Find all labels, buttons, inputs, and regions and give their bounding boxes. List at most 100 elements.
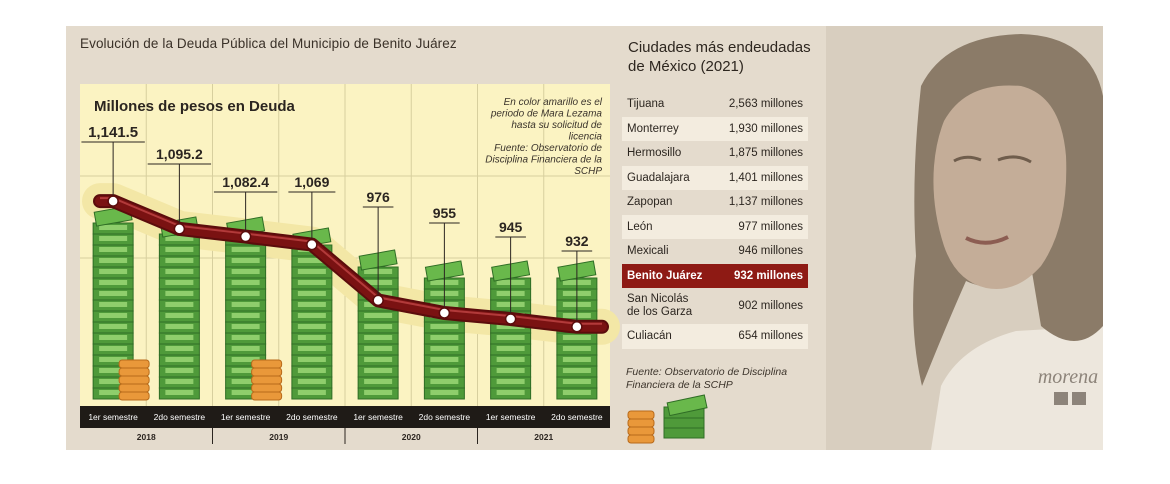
ranking-value: 902 millones: [738, 299, 803, 312]
money-bill-icon: [430, 390, 459, 395]
money-bill-icon: [231, 346, 260, 351]
money-bill-icon: [297, 390, 326, 395]
x-tick-label: 1er semestre: [353, 412, 403, 422]
ranking-row: San Nicolás de los Garza 902 millones: [622, 288, 808, 324]
ranking-value: 2,563 millones: [728, 98, 803, 111]
ranking-value: 1,137 millones: [728, 196, 803, 209]
series-point: [107, 195, 119, 207]
money-bill-icon: [165, 390, 194, 395]
ranking-city: Benito Juárez: [622, 263, 716, 288]
money-bill-icon: [99, 291, 128, 296]
money-bill-icon: [231, 302, 260, 307]
coin-stack-icon: [251, 359, 283, 369]
money-bill-icon: [165, 357, 194, 362]
money-bill-icon: [364, 335, 393, 340]
data-label: 945: [499, 219, 523, 235]
money-bill-icon: [231, 313, 260, 318]
money-bill-icon: [297, 346, 326, 351]
money-bill-icon: [99, 236, 128, 241]
series-line-shine: [100, 197, 602, 325]
money-bill-icon: [496, 335, 525, 340]
money-bill-icon: [562, 335, 591, 340]
series-point: [239, 230, 252, 243]
money-bill-icon: [297, 313, 326, 318]
money-bill-icon: [496, 390, 525, 395]
money-bill-icon: [231, 280, 260, 285]
money-bill-icon: [99, 225, 128, 230]
ranking-row: Tijuana 2,563 millones: [622, 92, 808, 117]
series-point: [306, 238, 318, 251]
x-tick-label: 1er semestre: [486, 412, 536, 422]
chart-note: En color amarillo es el periodo de Mara L…: [485, 97, 603, 177]
ranking-city: San Nicolás de los Garza: [627, 293, 693, 318]
money-bill-icon: [364, 368, 393, 373]
data-label: 1,141.5: [88, 124, 138, 141]
money-illustration-icon: [627, 394, 708, 444]
money-bill-icon: [430, 379, 459, 384]
ranking-value: 654 millones: [715, 324, 808, 349]
money-bill-icon: [99, 357, 128, 362]
money-bill-icon: [165, 324, 194, 329]
ranking-city: León: [622, 214, 716, 239]
money-bill-icon: [99, 269, 128, 274]
ranking-city: Hermosillo: [627, 147, 682, 160]
money-bill-icon: [99, 247, 128, 252]
ranking-value: 1,875 millones: [728, 147, 803, 160]
series-point: [504, 313, 517, 325]
ranking-source: Fuente: Observatorio de Disciplina Finan…: [626, 366, 788, 391]
money-bill-icon: [297, 302, 326, 307]
ranking-row: Benito Juárez 932 millones: [622, 263, 808, 288]
coin-stack-icon: [251, 383, 283, 393]
ranking-city: Mexicali: [627, 245, 669, 258]
year-label: 2021: [534, 432, 553, 442]
year-label: 2019: [269, 432, 288, 442]
shirt-shape: [931, 326, 1103, 450]
year-label: 2018: [137, 432, 156, 442]
money-bill-icon: [231, 335, 260, 340]
ranking-row: Culiacán 654 millones: [622, 324, 808, 349]
ranking-row: Zapopan 1,137 millones: [622, 190, 808, 215]
ranking-table: Tijuana 2,563 millones Monterrey 1,930 mill…: [622, 92, 808, 349]
data-label: 1,082.4: [222, 174, 269, 190]
coin-stack-icon: [118, 391, 150, 401]
money-bill-icon: [231, 357, 260, 362]
money-bill-icon: [165, 291, 194, 296]
coin-stack-icon: [251, 375, 283, 385]
coin-stack-icon: [118, 383, 150, 393]
ranking-value: 1,401 millones: [715, 165, 808, 190]
money-bill-icon: [99, 313, 128, 318]
series-point: [173, 223, 186, 235]
x-tick-label: 2do semestre: [419, 412, 471, 422]
ranking-city: Monterrey: [622, 116, 716, 141]
x-tick-label: 1er semestre: [88, 412, 138, 422]
money-bill-icon: [297, 291, 326, 296]
ranking-row: León 977 millones: [622, 214, 808, 239]
coin-stack-icon: [251, 367, 283, 377]
money-bill-icon: [231, 390, 260, 395]
money-bill-icon: [165, 313, 194, 318]
money-bill-icon: [297, 258, 326, 263]
money-bill-icon: [430, 324, 459, 329]
money-bill-icon: [99, 335, 128, 340]
money-bill-icon: [231, 258, 260, 263]
money-bill-icon: [364, 313, 393, 318]
ranking-value: 946 millones: [738, 245, 803, 258]
money-bill-icon: [297, 357, 326, 362]
money-bill-icon: [562, 390, 591, 395]
series-point: [438, 307, 451, 319]
chart-title: Millones de pesos en Deuda: [94, 98, 296, 115]
series-point: [372, 294, 384, 307]
data-label: 1,069: [294, 174, 329, 190]
money-bill-icon: [297, 269, 326, 274]
money-bill-icon: [430, 357, 459, 362]
money-bill-icon: [297, 379, 326, 384]
money-bill-icon: [496, 379, 525, 384]
money-bill-icon: [231, 291, 260, 296]
ranking-row: Monterrey 1,930 millones: [622, 116, 808, 141]
money-bill-icon: [165, 247, 194, 252]
ranking-value: 977 millones: [715, 214, 808, 239]
coin-stack-icon: [118, 367, 150, 377]
money-bill-icon: [430, 335, 459, 340]
ranking-city: Tijuana: [627, 98, 665, 111]
ranking-row: Hermosillo 1,875 millones: [622, 141, 808, 166]
